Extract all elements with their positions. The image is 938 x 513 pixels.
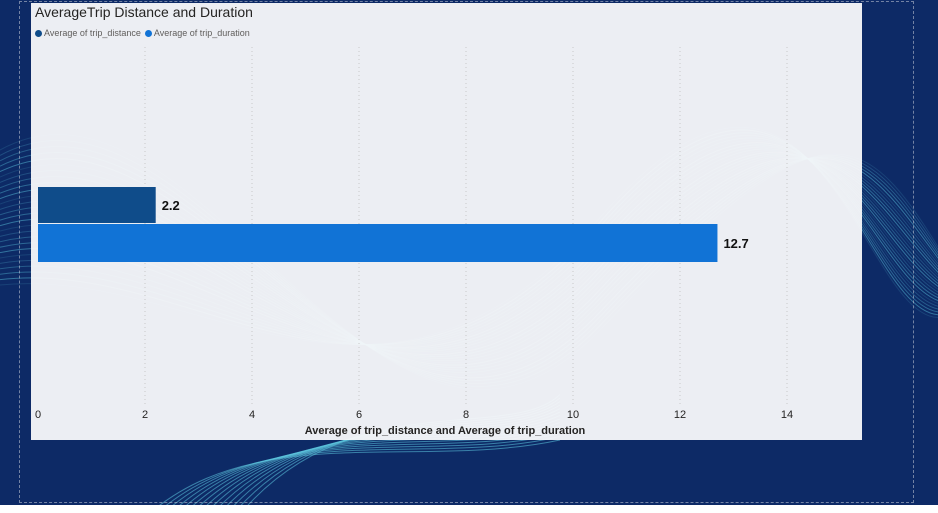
chart-visual[interactable]: AverageTrip Distance and Duration Averag… [31,3,862,440]
legend-marker-trip-distance [35,29,42,37]
background-wave-line [149,439,561,513]
data-label-trip-duration: 12.7 [723,236,748,251]
legend-item-trip-distance[interactable]: Average of trip_distance [35,28,141,38]
plot-area: 0 2 4 6 8 10 12 14 2.2 12.7 Average of trip_distan… [35,47,793,437]
data-label-trip-distance: 2.2 [162,198,180,213]
x-tick-label: 0 [35,409,41,421]
x-tick-label: 4 [249,409,255,421]
x-tick-label: 12 [674,409,686,421]
legend-label-trip-distance: Average of trip_distance [44,28,141,38]
x-tick-label: 14 [781,409,793,421]
background-wave-line [156,436,561,513]
x-axis-title: Average of trip_distance and Average of … [305,425,586,437]
x-tick-label: 2 [142,409,148,421]
chart-legend: Average of trip_distance Average of trip… [35,28,254,38]
x-tick-label: 10 [567,409,579,421]
background-wave-line [163,432,561,513]
chart-title: AverageTrip Distance and Duration [35,4,253,20]
legend-item-trip-duration[interactable]: Average of trip_duration [144,28,250,38]
x-tick-label: 8 [463,409,469,421]
bar-trip-distance[interactable] [38,187,156,223]
legend-marker-trip-duration [144,29,152,37]
bottom-strip [0,505,938,513]
x-tick-label: 6 [356,409,362,421]
legend-label-trip-duration: Average of trip_duration [153,28,250,38]
bar-trip-duration[interactable] [38,224,718,262]
